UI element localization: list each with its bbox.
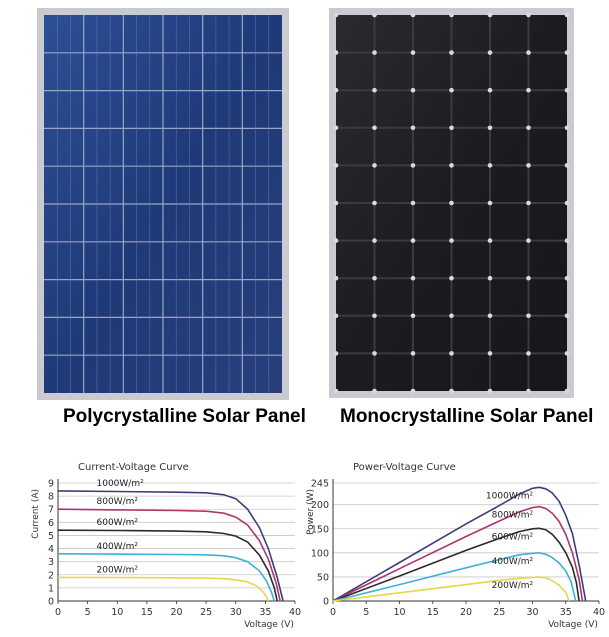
x-tick-label: 30 (526, 607, 538, 618)
current-voltage-chart: Current-Voltage Curve 0 1 2 3 4 5 6 7 8 9 0 5 10 15 20 2… (31, 462, 301, 630)
series-line (57, 576, 270, 602)
x-tick-label: 0 (55, 607, 61, 618)
x-tick-label: 40 (289, 607, 301, 618)
x-tick-label: 20 (460, 607, 472, 618)
monocrystalline-panel-image (329, 8, 574, 398)
y-tick-label: 8 (48, 492, 54, 503)
series-line (57, 490, 284, 602)
series-label: 800W/m² (97, 497, 139, 507)
y-axis-label: Current (A) (31, 489, 41, 539)
y-tick-label: 1 (48, 583, 54, 594)
x-tick-label: 15 (141, 607, 153, 618)
y-tick-label: 50 (317, 572, 329, 583)
x-tick-label: 15 (427, 607, 439, 618)
series-line (332, 551, 577, 602)
chart-title: Current-Voltage Curve (78, 462, 189, 473)
monocrystalline-caption: Monocrystalline Solar Panel (340, 406, 594, 427)
x-tick-label: 10 (111, 607, 123, 618)
x-tick-label: 10 (393, 607, 405, 618)
series-line (332, 576, 570, 602)
series-line (57, 508, 281, 602)
series-label: 200W/m² (492, 581, 534, 591)
x-tick-label: 5 (363, 607, 369, 618)
series-line (332, 505, 584, 602)
y-tick-label: 7 (48, 505, 54, 516)
series-label: 1000W/m² (486, 491, 534, 501)
series-label: 400W/m² (97, 542, 139, 552)
x-tick-label: 30 (230, 607, 242, 618)
polycrystalline-caption: Polycrystalline Solar Panel (63, 406, 306, 427)
y-tick-label: 6 (48, 518, 54, 529)
series-label: 200W/m² (97, 565, 139, 575)
x-axis-label: Voltage (V) (548, 620, 598, 630)
y-tick-label: 200 (311, 500, 329, 511)
series-label: 1000W/m² (97, 479, 145, 489)
x-tick-label: 20 (170, 607, 182, 618)
y-tick-label: 245 (311, 479, 329, 490)
x-tick-label: 40 (593, 607, 605, 618)
chart-title: Power-Voltage Curve (353, 462, 456, 473)
series-line (332, 486, 587, 602)
y-tick-label: 0 (323, 597, 329, 608)
y-tick-label: 100 (311, 548, 329, 559)
polycrystalline-panel-image (37, 8, 289, 400)
series-label: 800W/m² (492, 511, 534, 521)
x-tick-label: 0 (330, 607, 336, 618)
series-label: 600W/m² (97, 518, 139, 528)
x-axis-label: Voltage (V) (244, 620, 294, 630)
series-line (57, 529, 278, 602)
x-tick-label: 25 (200, 607, 212, 618)
y-tick-label: 5 (48, 531, 54, 542)
y-tick-label: 3 (48, 557, 54, 568)
power-voltage-chart: Power-Voltage Curve 0 50 100 150 200 245 0 5 10 15… (306, 462, 605, 630)
y-axis-label: Power (W) (306, 489, 316, 535)
y-tick-label: 150 (311, 524, 329, 535)
x-tick-label: 25 (493, 607, 505, 618)
y-tick-label: 4 (48, 544, 54, 555)
x-tick-label: 5 (85, 607, 91, 618)
x-tick-label: 35 (259, 607, 271, 618)
x-tick-label: 35 (560, 607, 572, 618)
series-line (57, 553, 276, 602)
series-label: 400W/m² (492, 557, 534, 567)
series-label: 600W/m² (492, 532, 534, 542)
y-tick-label: 2 (48, 570, 54, 581)
series-line (332, 527, 580, 602)
y-tick-label: 0 (48, 597, 54, 608)
y-tick-label: 9 (48, 479, 54, 490)
